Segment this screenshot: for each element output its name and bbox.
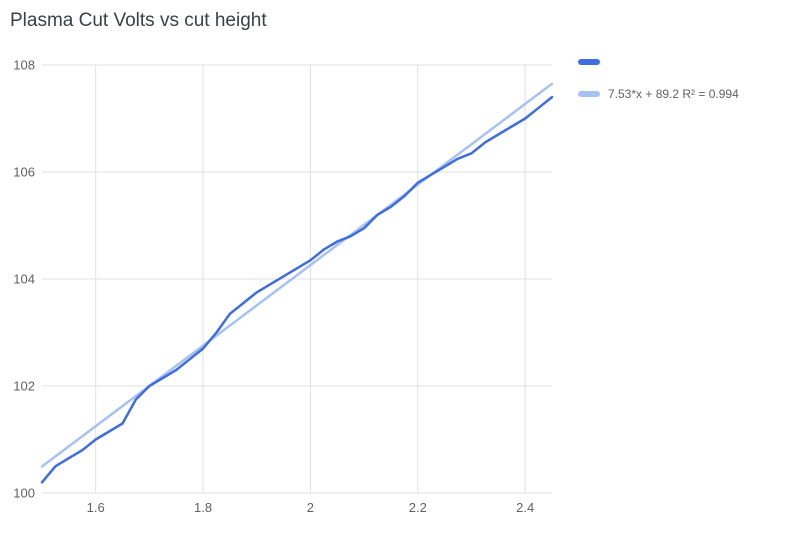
y-tick-label: 102 xyxy=(13,379,35,394)
y-tick-label: 100 xyxy=(13,486,35,501)
y-tick-label: 106 xyxy=(13,165,35,180)
x-tick-label: 1.8 xyxy=(194,500,212,515)
x-tick-label: 2.2 xyxy=(409,500,427,515)
series-line xyxy=(40,95,554,484)
trendline xyxy=(40,82,554,468)
y-tick-label: 108 xyxy=(13,58,35,73)
x-tick-label: 1.6 xyxy=(87,500,105,515)
trendline-legend-label: 7.53*x + 89.2 R² = 0.994 xyxy=(608,87,739,101)
series-legend-swatch-icon xyxy=(578,59,600,65)
legend-item-series[interactable] xyxy=(578,55,739,69)
x-tick-label: 2.4 xyxy=(516,500,534,515)
legend: 7.53*x + 89.2 R² = 0.994 xyxy=(578,55,739,119)
chart-title: Plasma Cut Volts vs cut height xyxy=(10,10,267,31)
y-tick-label: 104 xyxy=(13,272,35,287)
legend-item-trendline[interactable]: 7.53*x + 89.2 R² = 0.994 xyxy=(578,87,739,101)
x-tick-label: 2 xyxy=(307,500,314,515)
trendline-legend-swatch-icon xyxy=(578,91,600,97)
